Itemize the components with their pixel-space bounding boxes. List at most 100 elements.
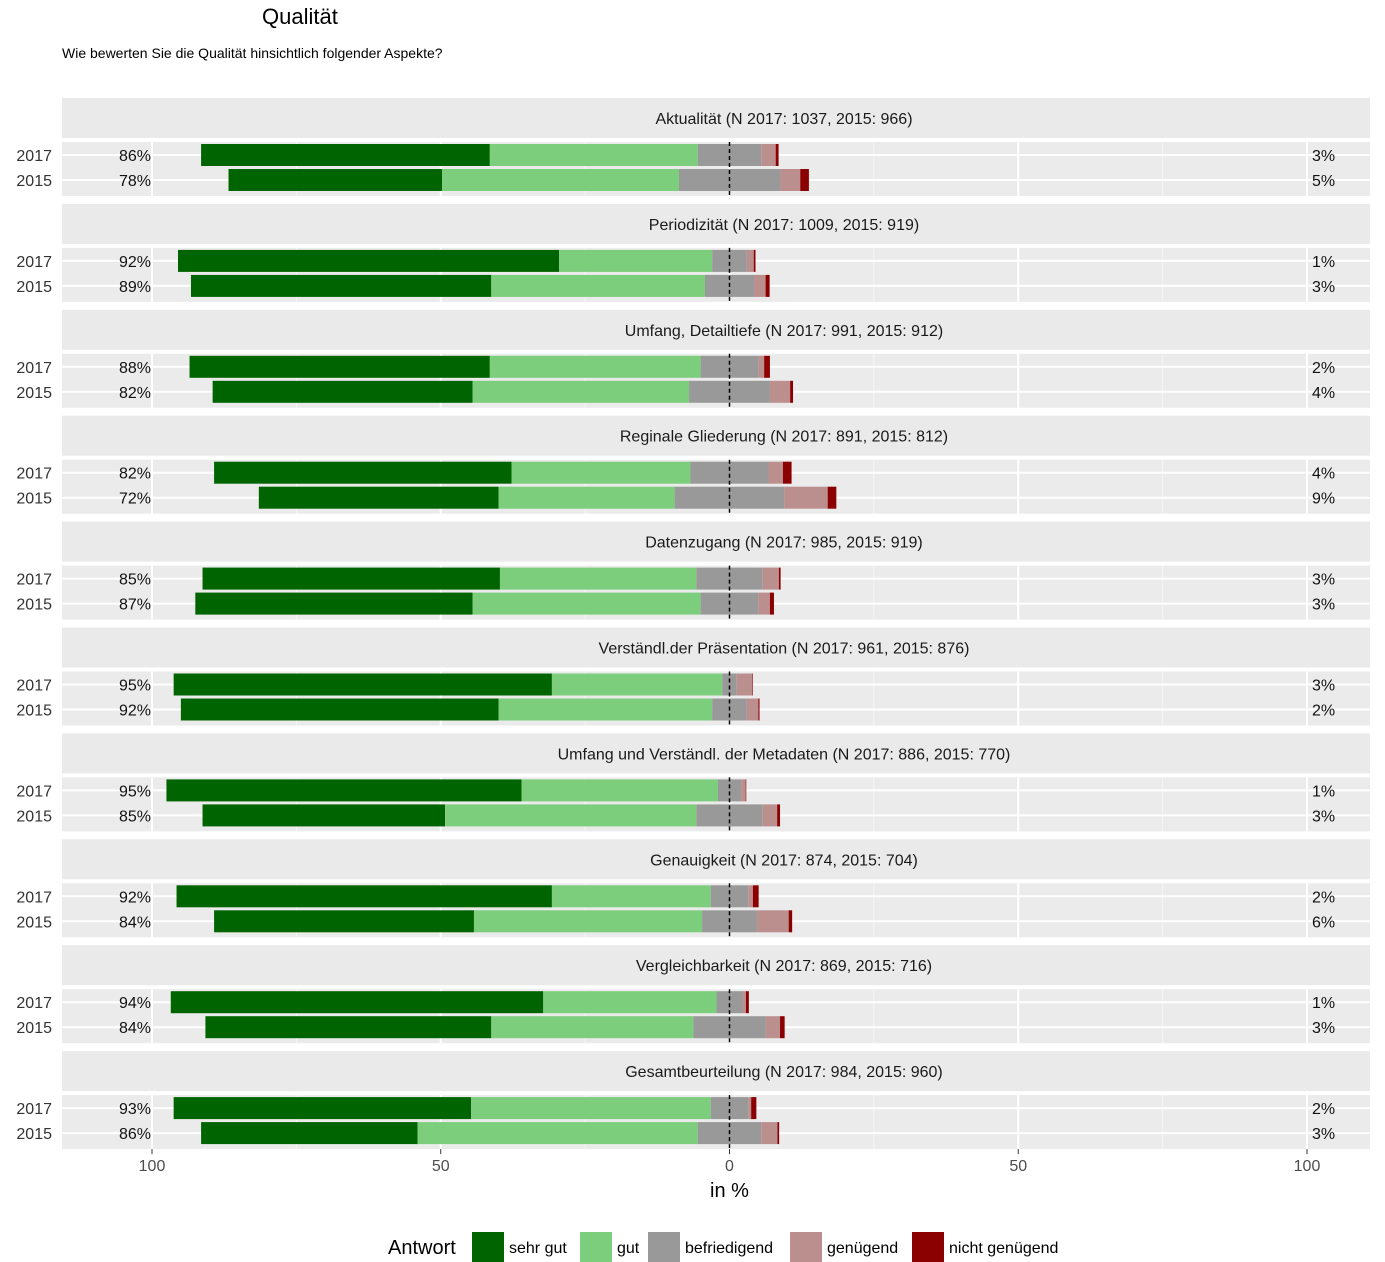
bar-sehr-gut [201, 144, 490, 166]
bar-sehr-gut [180, 698, 499, 721]
x-axis-tick-label: 0 [725, 1158, 734, 1175]
bar-gut [489, 144, 698, 166]
bar-gut [498, 486, 675, 509]
facet-strip [62, 945, 1370, 986]
row-year-label: 2015 [16, 703, 52, 720]
bar-sehr-gut [173, 1097, 472, 1120]
facet-strip [62, 839, 1370, 880]
bar-genuegend [756, 910, 789, 933]
bar-nicht-genuegend [758, 698, 760, 721]
row-positive-share-label: 92% [119, 254, 151, 271]
facet-title: Aktualität (N 2017: 1037, 2015: 966) [655, 111, 912, 128]
bar-genuegend [746, 249, 754, 272]
bar-nicht-genuegend [780, 1016, 785, 1039]
row-negative-share-label: 1% [1312, 995, 1335, 1012]
facet-title: Gesamtbeurteilung (N 2017: 984, 2015: 96… [625, 1064, 943, 1081]
row-negative-share-label: 4% [1312, 466, 1335, 483]
legend-swatch-befriedigend [648, 1232, 680, 1262]
bar-nicht-genuegend [827, 486, 837, 509]
bar-nicht-genuegend [777, 1122, 780, 1145]
bar-befriedigend [716, 991, 743, 1014]
bar-befriedigend [710, 1097, 749, 1120]
row-negative-share-label: 6% [1312, 914, 1335, 931]
row-year-label: 2017 [16, 254, 52, 271]
row-negative-share-label: 1% [1312, 783, 1335, 800]
row-positive-share-label: 84% [119, 1020, 151, 1037]
bar-genuegend [761, 1122, 778, 1145]
row-year-label: 2015 [16, 491, 52, 508]
row-year-label: 2017 [16, 783, 52, 800]
bar-nicht-genuegend [777, 804, 781, 827]
bar-nicht-genuegend [745, 991, 749, 1014]
bar-gut [417, 1122, 698, 1145]
bar-gut [511, 461, 691, 484]
row-positive-share-label: 85% [119, 572, 151, 589]
row-negative-share-label: 9% [1312, 491, 1335, 508]
bar-gut [491, 1016, 694, 1039]
bar-nicht-genuegend [765, 274, 770, 297]
row-positive-share-label: 95% [119, 678, 151, 695]
chart-subtitle: Wie bewerten Sie die Qualität hinsichtli… [62, 45, 443, 61]
row-negative-share-label: 5% [1312, 173, 1335, 190]
row-positive-share-label: 84% [119, 914, 151, 931]
row-year-label: 2017 [16, 572, 52, 589]
bar-genuegend [748, 1097, 752, 1120]
x-axis-tick-label: 50 [432, 1158, 450, 1175]
bar-nicht-genuegend [769, 592, 774, 615]
bar-befriedigend [696, 567, 763, 590]
row-year-label: 2017 [16, 995, 52, 1012]
bar-gut [472, 380, 690, 403]
bar-sehr-gut [177, 249, 560, 272]
row-positive-share-label: 93% [119, 1101, 151, 1118]
bar-genuegend [758, 355, 765, 378]
facet-strip [62, 521, 1370, 562]
row-negative-share-label: 3% [1312, 279, 1335, 296]
facet-strip [62, 309, 1370, 350]
legend-swatch-gut [580, 1232, 612, 1262]
row-positive-share-label: 95% [119, 783, 151, 800]
legend-label-gut: gut [617, 1240, 640, 1257]
bar-sehr-gut [202, 567, 500, 590]
bar-gut [445, 804, 697, 827]
row-year-label: 2017 [16, 1101, 52, 1118]
bar-nicht-genuegend [800, 169, 809, 191]
bar-gut [543, 991, 717, 1014]
bar-befriedigend [722, 673, 737, 696]
bar-sehr-gut [214, 910, 474, 933]
bar-sehr-gut [170, 991, 544, 1014]
bar-nicht-genuegend [788, 910, 793, 933]
x-axis-tick-label: 50 [1009, 1158, 1027, 1175]
row-negative-share-label: 3% [1312, 1020, 1335, 1037]
x-axis-tick-label: 100 [139, 1158, 166, 1175]
bar-sehr-gut [190, 274, 492, 297]
row-year-label: 2015 [16, 597, 52, 614]
bar-gut [472, 592, 701, 615]
bar-gut [473, 910, 703, 933]
row-year-label: 2015 [16, 808, 52, 825]
bar-genuegend [762, 567, 779, 590]
bar-genuegend [748, 885, 753, 908]
bar-sehr-gut [176, 885, 552, 908]
x-axis-title: in % [710, 1180, 749, 1202]
bar-gut [559, 249, 713, 272]
row-negative-share-label: 3% [1312, 1126, 1335, 1143]
row-year-label: 2015 [16, 914, 52, 931]
bar-gut [551, 673, 723, 696]
facet-title: Reginale Gliederung (N 2017: 891, 2015: … [620, 429, 948, 446]
bar-gut [442, 169, 679, 191]
row-positive-share-label: 85% [119, 808, 151, 825]
legend-label-nicht-genuegend: nicht genügend [949, 1240, 1058, 1257]
row-positive-share-label: 88% [119, 360, 151, 377]
bar-sehr-gut [201, 1122, 418, 1145]
bar-nicht-genuegend [764, 355, 770, 378]
bar-genuegend [746, 698, 759, 721]
legend-label-befriedigend: befriedigend [685, 1240, 773, 1257]
bar-genuegend [741, 779, 746, 802]
bar-nicht-genuegend [752, 885, 759, 908]
row-positive-share-label: 92% [119, 889, 151, 906]
facet-strip [62, 415, 1370, 456]
bar-gut [471, 1097, 711, 1120]
row-negative-share-label: 4% [1312, 385, 1335, 402]
bar-genuegend [762, 804, 778, 827]
